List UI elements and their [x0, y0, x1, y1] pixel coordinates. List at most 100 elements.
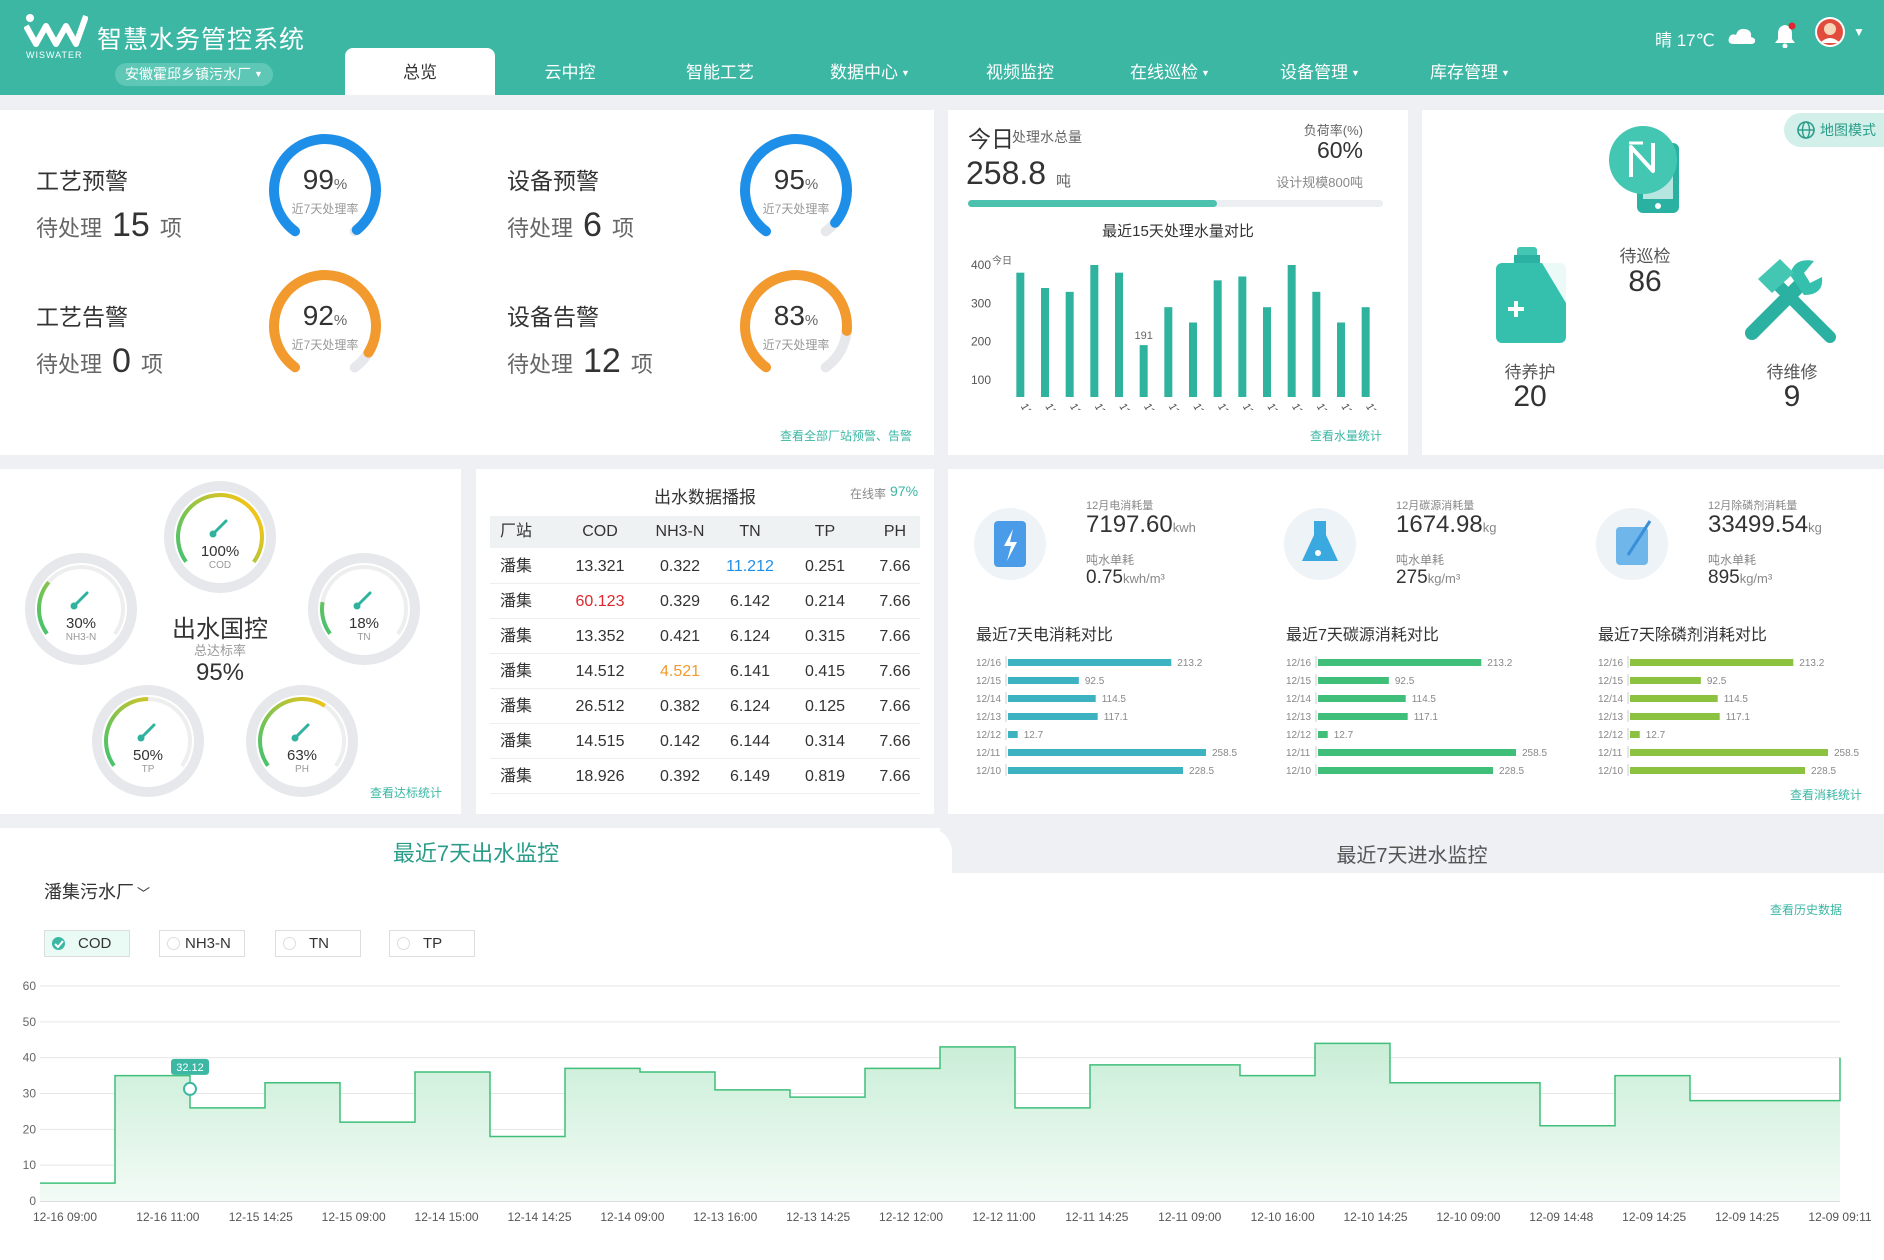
gauge-value: 100% — [201, 543, 239, 560]
value-label: 258.5 — [1212, 748, 1237, 759]
data-point-marker[interactable] — [183, 1081, 197, 1096]
water-chart-title: 最近15天处理水量对比 — [1102, 223, 1254, 240]
weather-text: 晴 17℃ — [1655, 31, 1715, 50]
category-label: 12/16 — [1286, 658, 1311, 669]
table-cell: 0.819 — [804, 768, 846, 785]
value-label: 213.2 — [1177, 658, 1202, 669]
alarm-rate: 83% — [736, 300, 856, 332]
table-row[interactable]: 潘集 26.512 0.382 6.124 0.125 7.66 — [490, 689, 920, 724]
load-value: 60% — [1316, 137, 1363, 163]
nav-tab-0[interactable]: 总览 — [345, 48, 495, 95]
today-tag: 今日 — [992, 254, 1012, 267]
consumption-label: 12月除磷剂消耗量 — [1708, 500, 1798, 512]
nav-tab-6[interactable]: 设备管理 ▼ — [1245, 48, 1395, 95]
table-cell: 潘集 — [500, 768, 533, 785]
category-label: 12/11 — [1598, 748, 1623, 759]
table-cell: 13.321 — [575, 558, 625, 575]
table-row[interactable]: 潘集 14.512 4.521 6.141 0.415 7.66 — [490, 654, 920, 689]
plant-select[interactable]: 安徽霍邱乡镇污水厂 ▼ — [115, 63, 273, 86]
value-label: 258.5 — [1834, 748, 1859, 759]
y-tick-label: 400 — [971, 258, 991, 272]
avatar[interactable] — [1814, 16, 1846, 48]
unit: kg — [1482, 520, 1497, 535]
table-cell: 潘集 — [500, 593, 533, 610]
all-alarms-link[interactable]: 查看全部厂站预警、告警 — [780, 429, 913, 443]
unit: kg — [1808, 520, 1822, 535]
per-label: 吨水单耗 — [1086, 553, 1135, 567]
value-label: 228.5 — [1811, 766, 1836, 777]
tab-in-bg — [940, 828, 1884, 873]
series-tab-1[interactable]: NH3-N — [159, 930, 245, 957]
table-row[interactable]: 潘集 60.123 0.329 6.142 0.214 7.66 — [490, 584, 920, 619]
percent-sign: % — [804, 176, 819, 193]
x-tick-label: 11/22 — [1289, 402, 1313, 411]
history-link[interactable]: 查看历史数据 — [1770, 903, 1843, 917]
pipette-icon — [1626, 520, 1652, 556]
chevron-down-icon[interactable]: ▼ — [1853, 25, 1865, 39]
y-tick-label: 50 — [23, 1015, 37, 1029]
gauge-arc — [104, 697, 192, 785]
y-tick-label: 300 — [971, 296, 991, 310]
unit: kg/m³ — [1427, 571, 1461, 586]
x-tick-label: 11/20 — [1338, 402, 1362, 411]
gauge-value: 30% — [66, 615, 96, 632]
value: 0.75 — [1086, 567, 1123, 588]
alarm-rate: 99% — [265, 164, 385, 196]
table-row[interactable]: 潘集 14.515 0.142 6.144 0.314 7.66 — [490, 724, 920, 759]
nav-tab-4[interactable]: 视频监控 — [945, 48, 1095, 95]
per-label: 吨水单耗 — [1396, 553, 1445, 567]
consumption-stats-link[interactable]: 查看消耗统计 — [1790, 788, 1863, 802]
consumption-bar — [1630, 731, 1640, 738]
compliance-stats-link[interactable]: 查看达标统计 — [370, 786, 443, 800]
nav-tab-7[interactable]: 库存管理 ▼ — [1395, 48, 1545, 95]
gauges: 100%COD 30%NH3-N 18%TN 50%TP 63%PH — [25, 481, 420, 797]
nav-tab-5[interactable]: 在线巡检 ▼ — [1095, 48, 1245, 95]
alarm-pending: 待处理 0 项 — [36, 342, 163, 381]
table-row[interactable]: 潘集 18.926 0.392 6.149 0.819 7.66 — [490, 759, 920, 794]
consumption-panel: 12/16 213.2 12/15 92.5 12/14 114.5 12/13 117.1 1… — [948, 469, 1884, 814]
plant-dropdown[interactable]: 潘集污水厂 ﹀ — [44, 878, 150, 904]
table-row[interactable]: 潘集 13.321 0.322 11.212 0.251 7.66 — [490, 549, 920, 584]
chevron-down-icon: ▼ — [1501, 68, 1510, 78]
table-cell: 潘集 — [500, 663, 533, 680]
tab-inflow[interactable]: 最近7天进水监控 — [1336, 845, 1488, 867]
pending-label: 待处理 — [36, 216, 103, 241]
top-header: WISWATER 智慧水务管控系统 安徽霍邱乡镇污水厂 ▼ 总览 云中控 智能工艺 数据… — [0, 0, 1884, 95]
water-bar — [1263, 307, 1271, 397]
chevron-down-icon: ▼ — [901, 68, 910, 78]
chevron-down-icon: ▼ — [254, 69, 263, 79]
table-cell: 0.315 — [804, 628, 846, 645]
bell-icon[interactable] — [1774, 22, 1796, 48]
x-tick-label: 12-15 14:25 — [229, 1210, 293, 1224]
table-cell: 0.314 — [804, 733, 846, 750]
series-tab-2[interactable]: TN — [275, 930, 361, 957]
nav-tab-label: 数据中心 — [830, 63, 899, 82]
series-tab-label: TN — [309, 935, 329, 952]
table-cell: 潘集 — [500, 628, 533, 645]
consumption-value: 33499.54kg — [1708, 511, 1822, 539]
gauge-name: TN — [357, 632, 370, 643]
maint-value: 20 — [1513, 380, 1547, 413]
x-tick-label: 11/27 — [1166, 402, 1190, 411]
inspection-panel: 地图模式 待巡检 86 待养护 20 待维修 9 — [1422, 110, 1884, 455]
value: 7197.60 — [1086, 511, 1173, 538]
per-label: 吨水单耗 — [1708, 553, 1757, 567]
gauge-arc — [175, 493, 264, 581]
table-cell: 13.352 — [575, 628, 625, 645]
gauge-name: COD — [209, 560, 231, 571]
pending-unit: 项 — [630, 352, 653, 377]
series-tab-3[interactable]: TP — [389, 930, 475, 957]
x-tick-label: 12-14 15:00 — [415, 1210, 479, 1224]
value-label: 213.2 — [1487, 658, 1512, 669]
nav-tab-3[interactable]: 数据中心 ▼ — [795, 48, 945, 95]
x-tick-label: 12-10 09:00 — [1436, 1210, 1500, 1224]
category-label: 12/10 — [976, 766, 1001, 777]
table-row[interactable]: 潘集 13.352 0.421 6.124 0.315 7.66 — [490, 619, 920, 654]
nav-tab-2[interactable]: 智能工艺 — [645, 48, 795, 95]
nav-tab-1[interactable]: 云中控 — [495, 48, 645, 95]
water-panel: 今日 处理水总量 258.8 吨 负荷率(%) 60% 设计规模800吨 最近1… — [948, 110, 1408, 455]
series-tab-0[interactable]: COD — [44, 930, 130, 957]
water-stats-link[interactable]: 查看水量统计 — [1310, 429, 1383, 443]
tab-outflow[interactable]: 最近7天出水监控 — [392, 841, 560, 866]
category-label: 12/15 — [1286, 676, 1311, 687]
